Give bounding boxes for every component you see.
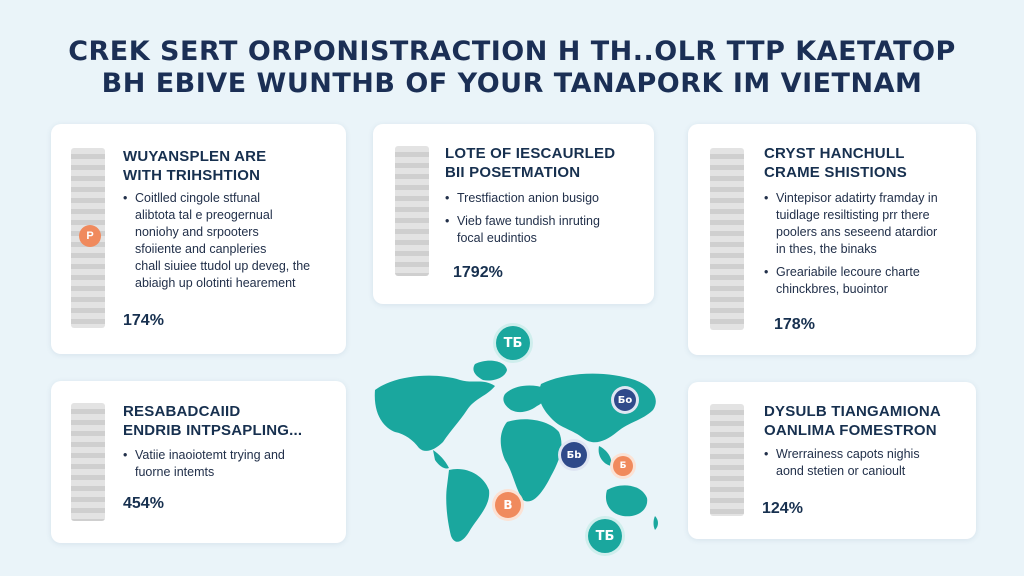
continent-central-america xyxy=(433,450,449,469)
info-card-4: RESABADCAIID ENDRIB INTPSAPLING... Vatii… xyxy=(51,381,346,543)
card-title: CRYST HANCHULL CRAME SHISTIONS xyxy=(764,145,908,181)
bullet-item: Coitlled cingole stfunal alibtota tal e … xyxy=(123,190,310,292)
card-bullets: Vintepisor adatirty framday in tuidlage … xyxy=(764,190,938,298)
map-pin-icon[interactable]: Бb xyxy=(561,442,587,468)
continent-africa xyxy=(500,419,562,502)
info-card-5: DYSULB TIANGAMIONA OANLIMA FOMESTRON Wre… xyxy=(688,382,976,539)
bullet-item: Wrerrainess capots nighis aond stetien o… xyxy=(764,446,920,480)
bullet-item: Vintepisor adatirty framday in tuidlage … xyxy=(764,190,938,258)
stat-value: 454% xyxy=(123,495,164,512)
continent-new-zealand xyxy=(653,516,658,530)
map-pin-icon[interactable]: Бо xyxy=(614,389,636,411)
card-bullets: Coitlled cingole stfunal alibtota tal e … xyxy=(123,190,310,292)
card-bullets: Wrerrainess capots nighis aond stetien o… xyxy=(764,446,920,480)
continent-north-america xyxy=(374,375,495,451)
continent-greenland xyxy=(473,360,507,381)
info-card-1: P WUYANSPLEN ARE WITH TRIHSHTION Coitlle… xyxy=(51,124,346,354)
continent-australia xyxy=(605,485,648,517)
info-card-2: LOTE OF IESCAURLED BII POSETMATION Trest… xyxy=(373,124,654,304)
continent-south-america xyxy=(446,468,490,542)
decorative-bar xyxy=(395,146,429,276)
continent-southeast-asia xyxy=(598,446,612,466)
card-title: LOTE OF IESCAURLED BII POSETMATION xyxy=(445,145,616,181)
card-bullets: Vatiie inaoiotemt trying and fuorne inte… xyxy=(123,447,285,481)
world-map xyxy=(374,360,658,542)
stat-value: 174% xyxy=(123,312,164,329)
stat-value: 178% xyxy=(774,316,815,333)
card-title: WUYANSPLEN ARE WITH TRIHSHTION xyxy=(123,148,267,184)
map-pin-icon[interactable]: ТБ xyxy=(496,326,530,360)
bullet-item: Trestfiaction anion busigo xyxy=(445,190,600,207)
continent-europe xyxy=(503,385,548,413)
map-pin-icon[interactable]: ТБ xyxy=(588,519,622,553)
decorative-bar xyxy=(710,148,744,330)
info-card-3: CRYST HANCHULL CRAME SHISTIONS Vintepiso… xyxy=(688,124,976,355)
stat-value: 1792% xyxy=(453,264,503,281)
decorative-bar xyxy=(710,404,744,516)
decorative-bar xyxy=(71,403,105,521)
card-title: DYSULB TIANGAMIONA OANLIMA FOMESTRON xyxy=(764,403,941,439)
map-pin-icon[interactable]: B xyxy=(495,492,521,518)
page-title-line-2: BH EBIVE WUNTHB OF YOUR TANAPORK IM VIET… xyxy=(101,68,923,99)
bullet-item: Vatiie inaoiotemt trying and fuorne inte… xyxy=(123,447,285,481)
bullet-item: Greariabile lecoure charte chinckbres, b… xyxy=(764,264,938,298)
card-title: RESABADCAIID ENDRIB INTPSAPLING... xyxy=(123,403,303,439)
badge-icon: P xyxy=(79,225,101,247)
stat-value: 124% xyxy=(762,500,803,517)
page-title-line-1: CREK SERT ORPONISTRACTION H TH..OLR TTP … xyxy=(68,36,956,67)
map-pin-icon[interactable]: Б xyxy=(613,456,633,476)
card-bullets: Trestfiaction anion busigo Vieb fawe tun… xyxy=(445,190,600,247)
bullet-item: Vieb fawe tundish inruting focal eudinti… xyxy=(445,213,600,247)
